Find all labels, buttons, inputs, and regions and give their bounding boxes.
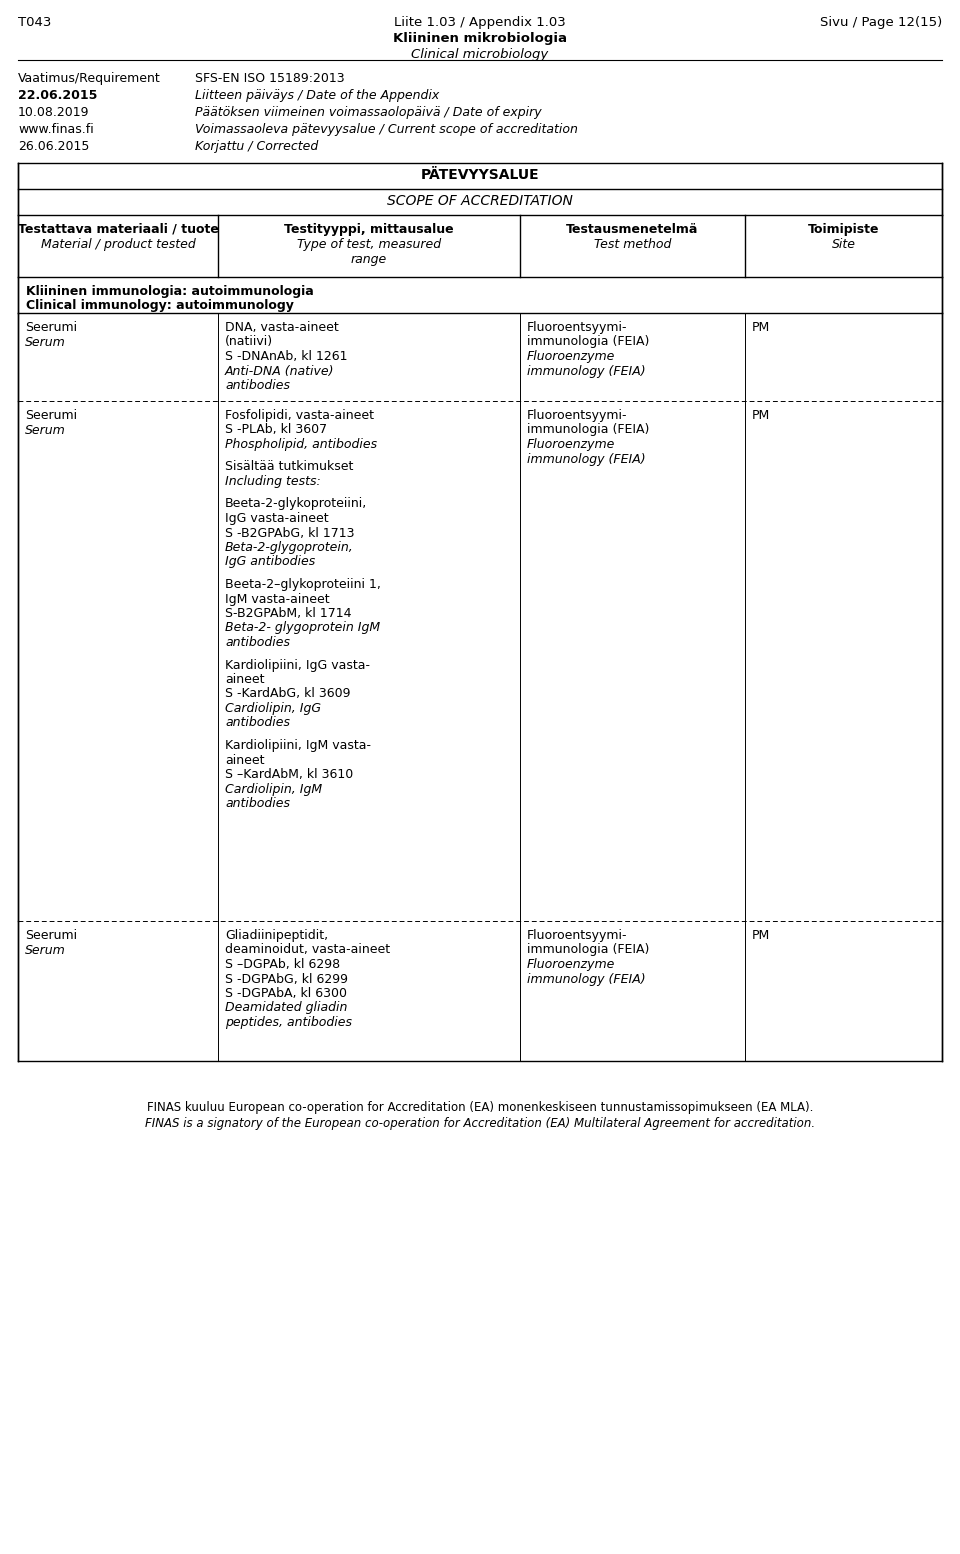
- Text: Clinical microbiology: Clinical microbiology: [412, 48, 548, 61]
- Text: Serum: Serum: [25, 943, 65, 957]
- Text: immunologia (FEIA): immunologia (FEIA): [527, 943, 649, 957]
- Text: aineet: aineet: [225, 673, 265, 685]
- Text: Kardiolipiini, IgG vasta-: Kardiolipiini, IgG vasta-: [225, 659, 370, 671]
- Text: Päätöksen viimeinen voimassaolopäivä / Date of expiry: Päätöksen viimeinen voimassaolopäivä / D…: [195, 106, 541, 120]
- Text: T043: T043: [18, 16, 52, 30]
- Text: IgG antibodies: IgG antibodies: [225, 555, 315, 569]
- Text: immunologia (FEIA): immunologia (FEIA): [527, 336, 649, 348]
- Text: Sivu / Page 12(15): Sivu / Page 12(15): [820, 16, 942, 30]
- Text: IgG vasta-aineet: IgG vasta-aineet: [225, 511, 328, 525]
- Text: Fluoroentsyymi-: Fluoroentsyymi-: [527, 322, 628, 334]
- Text: Kliininen mikrobiologia: Kliininen mikrobiologia: [393, 33, 567, 45]
- Text: SFS-EN ISO 15189:2013: SFS-EN ISO 15189:2013: [195, 71, 345, 85]
- Text: peptides, antibodies: peptides, antibodies: [225, 1016, 352, 1029]
- Text: PM: PM: [752, 409, 770, 423]
- Text: S –KardAbM, kl 3610: S –KardAbM, kl 3610: [225, 768, 353, 782]
- Text: SCOPE OF ACCREDITATION: SCOPE OF ACCREDITATION: [387, 194, 573, 208]
- Text: Serum: Serum: [25, 336, 65, 348]
- Text: www.finas.fi: www.finas.fi: [18, 123, 94, 137]
- Text: Beeta-2-glykoproteiini,: Beeta-2-glykoproteiini,: [225, 497, 368, 511]
- Text: Kardiolipiini, IgM vasta-: Kardiolipiini, IgM vasta-: [225, 740, 371, 752]
- Text: Seerumi: Seerumi: [25, 322, 77, 334]
- Text: Seerumi: Seerumi: [25, 409, 77, 423]
- Text: S –DGPAb, kl 6298: S –DGPAb, kl 6298: [225, 957, 340, 971]
- Text: Testattava materiaali / tuote: Testattava materiaali / tuote: [17, 224, 219, 236]
- Text: Cardiolipin, IgG: Cardiolipin, IgG: [225, 702, 321, 715]
- Text: Fosfolipidi, vasta-aineet: Fosfolipidi, vasta-aineet: [225, 409, 374, 423]
- Text: immunologia (FEIA): immunologia (FEIA): [527, 424, 649, 437]
- Text: Beeta-2–glykoproteiini 1,: Beeta-2–glykoproteiini 1,: [225, 578, 381, 591]
- Text: Fluoroenzyme: Fluoroenzyme: [527, 957, 615, 971]
- Text: S -PLAb, kl 3607: S -PLAb, kl 3607: [225, 424, 327, 437]
- Text: Kliininen immunologia: autoimmunologia: Kliininen immunologia: autoimmunologia: [26, 284, 314, 298]
- Text: S -B2GPAbG, kl 1713: S -B2GPAbG, kl 1713: [225, 527, 354, 539]
- Text: Liitteen päiväys / Date of the Appendix: Liitteen päiväys / Date of the Appendix: [195, 89, 440, 103]
- Text: Toimipiste: Toimipiste: [807, 224, 879, 236]
- Text: Type of test, measured: Type of test, measured: [297, 238, 441, 252]
- Text: immunology (FEIA): immunology (FEIA): [527, 973, 646, 985]
- Text: FINAS is a signatory of the European co-operation for Accreditation (EA) Multila: FINAS is a signatory of the European co-…: [145, 1117, 815, 1130]
- Text: PM: PM: [752, 322, 770, 334]
- Text: (natiivi): (natiivi): [225, 336, 274, 348]
- Text: Gliadiinipeptidit,: Gliadiinipeptidit,: [225, 929, 328, 942]
- Text: Fluoroenzyme: Fluoroenzyme: [527, 350, 615, 364]
- Text: Clinical immunology: autoimmunology: Clinical immunology: autoimmunology: [26, 298, 294, 312]
- Text: 22.06.2015: 22.06.2015: [18, 89, 97, 103]
- Text: PÄTEVYYSALUE: PÄTEVYYSALUE: [420, 168, 540, 182]
- Text: antibodies: antibodies: [225, 379, 290, 392]
- Text: Material / product tested: Material / product tested: [40, 238, 196, 252]
- Text: Testityyppi, mittausalue: Testityyppi, mittausalue: [284, 224, 454, 236]
- Text: immunology (FEIA): immunology (FEIA): [527, 452, 646, 466]
- Text: 10.08.2019: 10.08.2019: [18, 106, 89, 120]
- Text: Cardiolipin, IgM: Cardiolipin, IgM: [225, 783, 323, 796]
- Text: immunology (FEIA): immunology (FEIA): [527, 365, 646, 378]
- Text: Serum: Serum: [25, 424, 65, 437]
- Text: Test method: Test method: [594, 238, 671, 252]
- Text: Beta-2-glygoprotein,: Beta-2-glygoprotein,: [225, 541, 353, 553]
- Text: Testausmenetelmä: Testausmenetelmä: [566, 224, 699, 236]
- Text: Including tests:: Including tests:: [225, 476, 321, 488]
- Text: Liite 1.03 / Appendix 1.03: Liite 1.03 / Appendix 1.03: [395, 16, 565, 30]
- Text: Fluoroentsyymi-: Fluoroentsyymi-: [527, 409, 628, 423]
- Text: Anti-DNA (native): Anti-DNA (native): [225, 365, 334, 378]
- Text: Seerumi: Seerumi: [25, 929, 77, 942]
- Text: antibodies: antibodies: [225, 716, 290, 729]
- Text: DNA, vasta-aineet: DNA, vasta-aineet: [225, 322, 339, 334]
- Text: IgM vasta-aineet: IgM vasta-aineet: [225, 592, 329, 606]
- Text: Vaatimus/Requirement: Vaatimus/Requirement: [18, 71, 160, 85]
- Text: Fluoroentsyymi-: Fluoroentsyymi-: [527, 929, 628, 942]
- Text: Site: Site: [831, 238, 855, 252]
- Text: S -DGPAbA, kl 6300: S -DGPAbA, kl 6300: [225, 987, 347, 1001]
- Text: PM: PM: [752, 929, 770, 942]
- Text: S -DNAnAb, kl 1261: S -DNAnAb, kl 1261: [225, 350, 348, 364]
- Text: Korjattu / Corrected: Korjattu / Corrected: [195, 140, 319, 152]
- Text: 26.06.2015: 26.06.2015: [18, 140, 89, 152]
- Text: antibodies: antibodies: [225, 636, 290, 650]
- Text: FINAS kuuluu European co-operation for Accreditation (EA) monenkeskiseen tunnust: FINAS kuuluu European co-operation for A…: [147, 1100, 813, 1114]
- Text: Phospholipid, antibodies: Phospholipid, antibodies: [225, 438, 377, 451]
- Text: antibodies: antibodies: [225, 797, 290, 810]
- Text: Fluoroenzyme: Fluoroenzyme: [527, 438, 615, 451]
- Text: S -DGPAbG, kl 6299: S -DGPAbG, kl 6299: [225, 973, 348, 985]
- Text: aineet: aineet: [225, 754, 265, 766]
- Text: Sisältää tutkimukset: Sisältää tutkimukset: [225, 460, 353, 474]
- Text: range: range: [350, 253, 387, 266]
- Text: Deamidated gliadin: Deamidated gliadin: [225, 1001, 348, 1015]
- Text: Voimassaoleva pätevyysalue / Current scope of accreditation: Voimassaoleva pätevyysalue / Current sco…: [195, 123, 578, 137]
- Text: S-B2GPAbM, kl 1714: S-B2GPAbM, kl 1714: [225, 608, 351, 620]
- Text: deaminoidut, vasta-aineet: deaminoidut, vasta-aineet: [225, 943, 390, 957]
- Text: S -KardAbG, kl 3609: S -KardAbG, kl 3609: [225, 687, 350, 701]
- Text: Beta-2- glygoprotein IgM: Beta-2- glygoprotein IgM: [225, 622, 380, 634]
